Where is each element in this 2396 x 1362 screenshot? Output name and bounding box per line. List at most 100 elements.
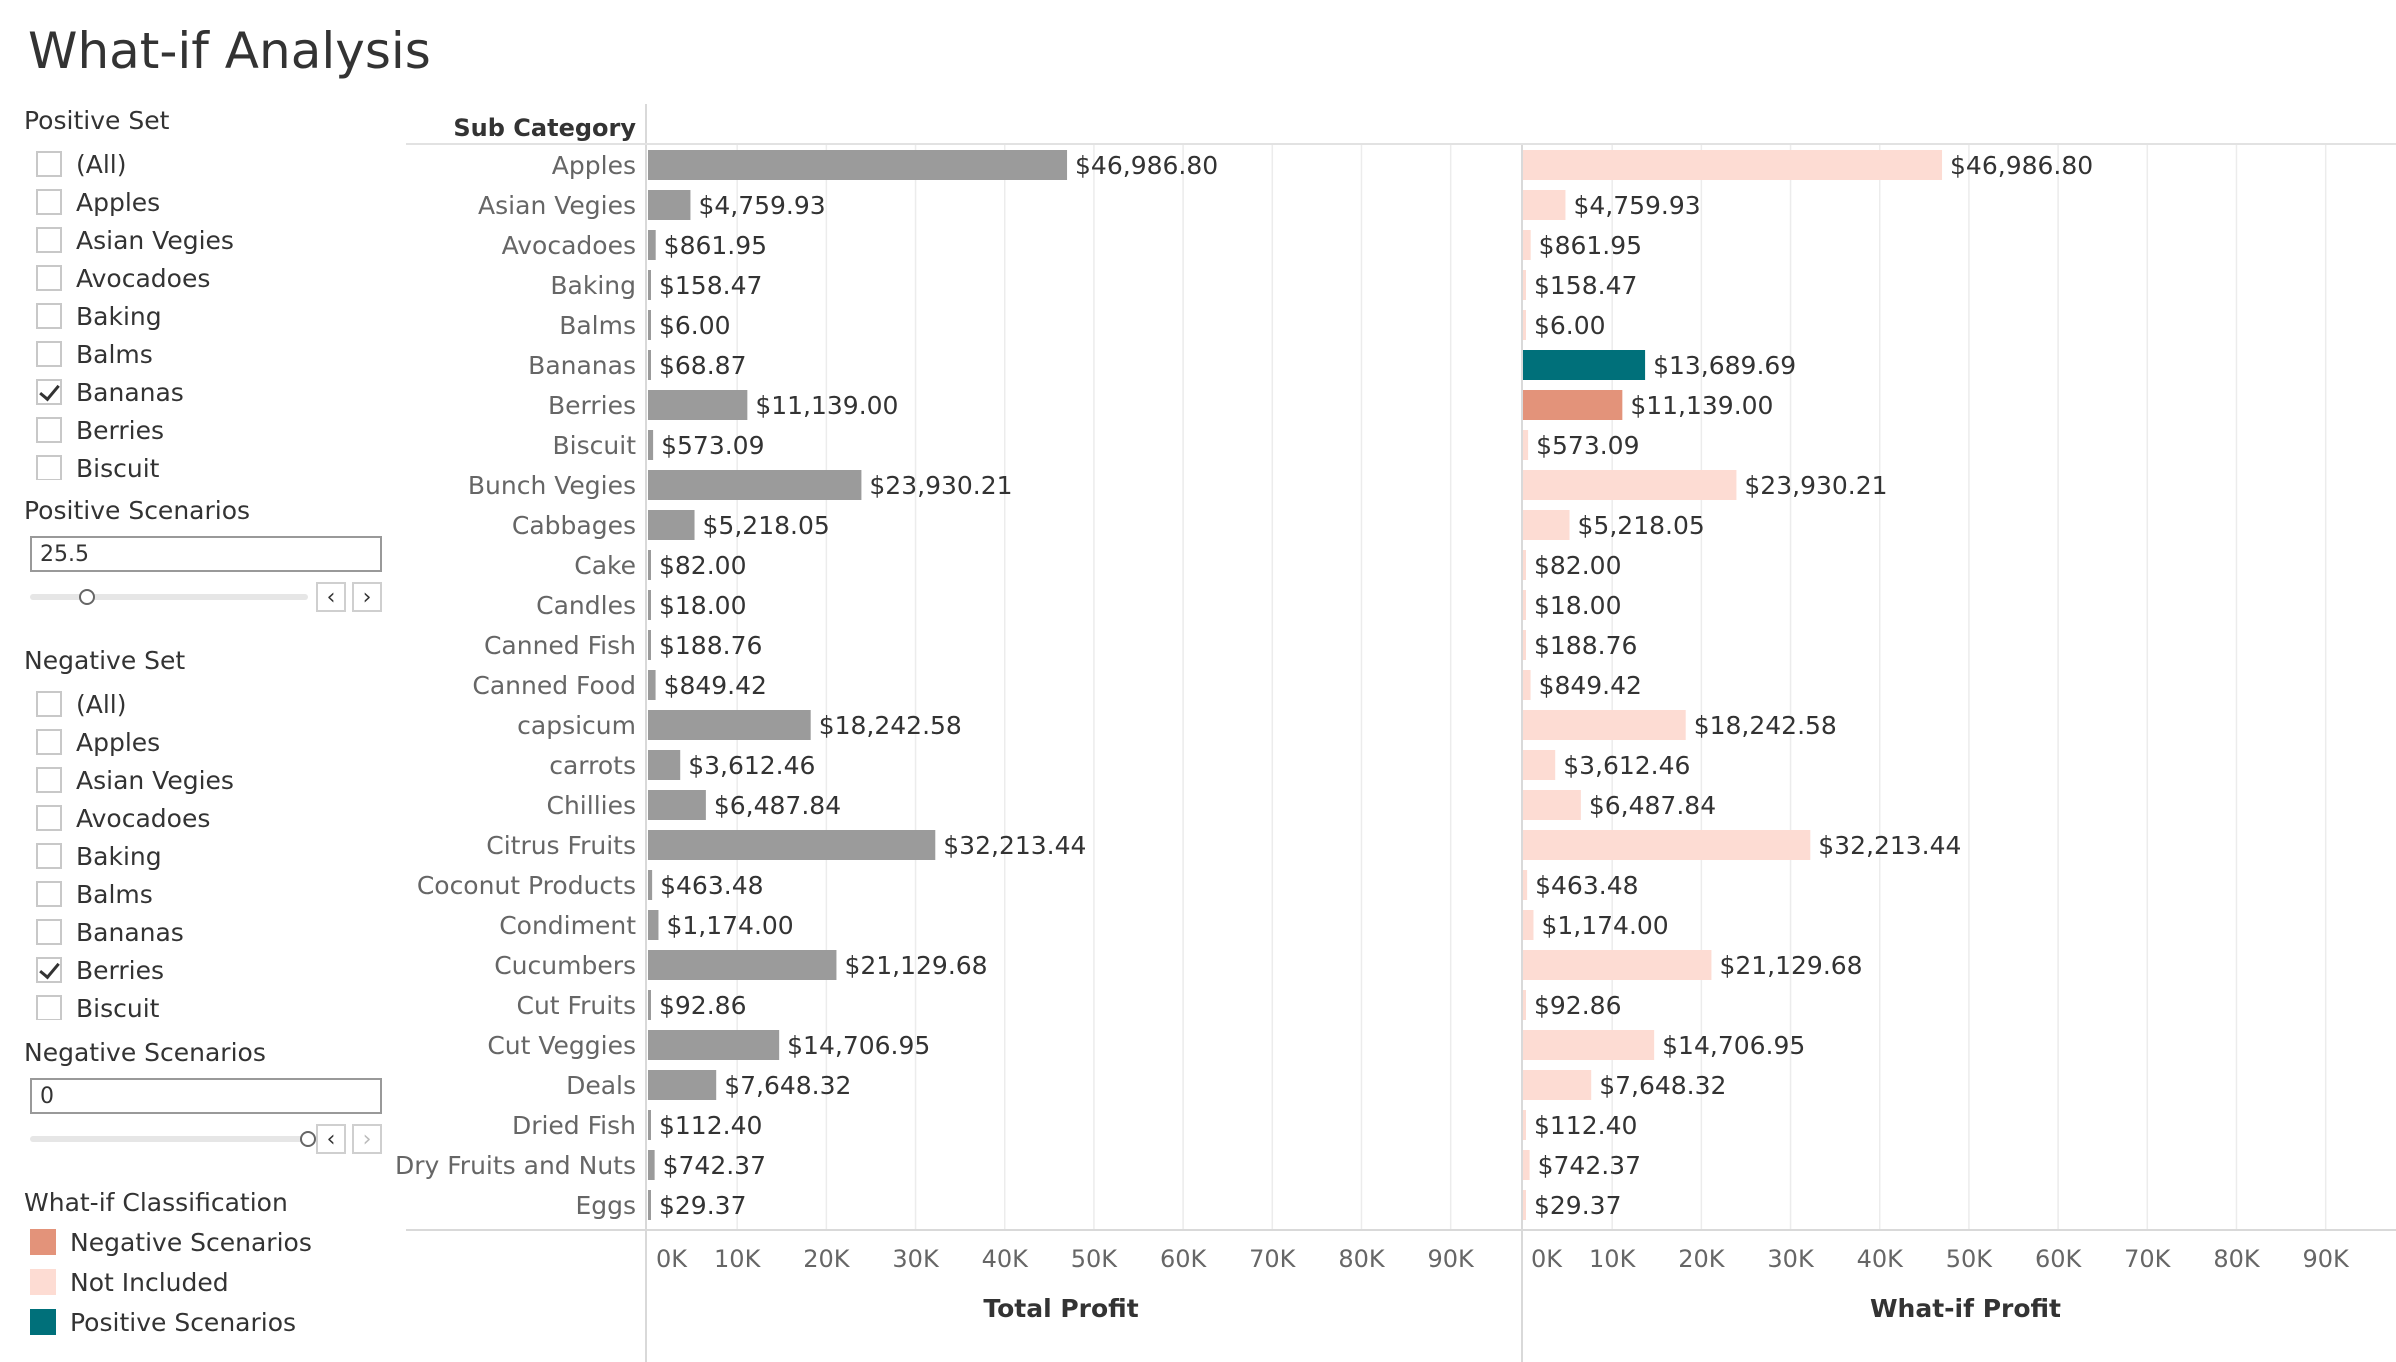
positive-scenarios-input[interactable]: 25.5 bbox=[30, 536, 382, 572]
what-if-profit-value-label: $92.86 bbox=[1534, 991, 1621, 1020]
legend-item-not-included[interactable]: Not Included bbox=[30, 1267, 229, 1297]
total-profit-value-label: $4,759.93 bbox=[698, 191, 825, 220]
what-if-profit-bar bbox=[1523, 390, 1623, 420]
checkbox[interactable] bbox=[36, 805, 62, 831]
checkbox[interactable] bbox=[36, 341, 62, 367]
checkbox[interactable] bbox=[36, 227, 62, 253]
what-if-profit-bar bbox=[1523, 1190, 1526, 1220]
positive-set-item[interactable]: Bananas bbox=[36, 373, 386, 411]
total-profit-bar bbox=[648, 270, 651, 300]
checkbox[interactable] bbox=[36, 417, 62, 443]
checkbox[interactable] bbox=[36, 919, 62, 945]
negative-set-item[interactable]: (All) bbox=[36, 685, 386, 723]
what-if-profit-bar bbox=[1523, 990, 1526, 1020]
positive-set-item[interactable]: Apples bbox=[36, 183, 386, 221]
total-profit-bar bbox=[648, 710, 811, 740]
checkbox-label: Biscuit bbox=[76, 993, 160, 1021]
positive-set-item[interactable]: Asian Vegies bbox=[36, 221, 386, 259]
total-profit-bar bbox=[648, 590, 651, 620]
positive-scenarios-slider[interactable] bbox=[30, 594, 308, 600]
positive-set-item[interactable]: Baking bbox=[36, 297, 386, 335]
total-profit-value-label: $849.42 bbox=[664, 671, 767, 700]
total-profit-bar bbox=[648, 670, 656, 700]
positive-set-item[interactable]: Biscuit bbox=[36, 449, 386, 480]
category-label: Canned Food bbox=[472, 671, 636, 700]
category-label: Cut Veggies bbox=[487, 1031, 636, 1060]
what-if-profit-value-label: $742.37 bbox=[1538, 1151, 1641, 1180]
negative-scenarios-decrement-button[interactable]: ‹ bbox=[316, 1124, 346, 1154]
negative-set-list[interactable]: (All) Apples Asian Vegies Avocadoes Baking Ba… bbox=[36, 685, 386, 1020]
negative-set-item[interactable]: Avocadoes bbox=[36, 799, 386, 837]
legend-title: What-if Classification bbox=[24, 1188, 288, 1217]
category-label: Bunch Vegies bbox=[468, 471, 636, 500]
negative-set-item[interactable]: Asian Vegies bbox=[36, 761, 386, 799]
positive-set-item[interactable]: Berries bbox=[36, 411, 386, 449]
checkbox[interactable] bbox=[36, 455, 62, 480]
category-label: Cabbages bbox=[512, 511, 636, 540]
what-if-profit-value-label: $18.00 bbox=[1534, 591, 1621, 620]
checkbox-label: Biscuit bbox=[76, 453, 160, 481]
legend-item-positive[interactable]: Positive Scenarios bbox=[30, 1307, 296, 1337]
checkbox-label: Bananas bbox=[76, 377, 184, 407]
legend-item-negative[interactable]: Negative Scenarios bbox=[30, 1227, 312, 1257]
x-tick-label: 50K bbox=[1071, 1245, 1119, 1273]
negative-set-item[interactable]: Balms bbox=[36, 875, 386, 913]
legend-swatch bbox=[30, 1269, 56, 1295]
total-profit-value-label: $82.00 bbox=[659, 551, 746, 580]
negative-scenarios-slider[interactable] bbox=[30, 1136, 308, 1142]
checkbox[interactable] bbox=[36, 767, 62, 793]
what-if-profit-value-label: $14,706.95 bbox=[1662, 1031, 1805, 1060]
what-if-profit-value-label: $4,759.93 bbox=[1573, 191, 1700, 220]
negative-scenarios-input[interactable]: 0 bbox=[30, 1078, 382, 1114]
negative-set-item[interactable]: Apples bbox=[36, 723, 386, 761]
x-tick-label: 10K bbox=[1589, 1245, 1637, 1273]
what-if-profit-bar bbox=[1523, 430, 1529, 460]
checkbox-label: Balms bbox=[76, 339, 153, 369]
x-tick-label: 40K bbox=[982, 1245, 1030, 1273]
negative-set-item[interactable]: Biscuit bbox=[36, 989, 386, 1020]
checkbox[interactable] bbox=[36, 151, 62, 177]
checkbox[interactable] bbox=[36, 303, 62, 329]
checkbox[interactable] bbox=[36, 995, 62, 1020]
x-tick-label: 30K bbox=[892, 1245, 940, 1273]
checkbox[interactable] bbox=[36, 691, 62, 717]
positive-scenarios-decrement-button[interactable]: ‹ bbox=[316, 582, 346, 612]
category-label: Cake bbox=[574, 551, 636, 580]
checkbox-label: (All) bbox=[76, 689, 127, 719]
checkbox[interactable] bbox=[36, 189, 62, 215]
positive-set-list[interactable]: (All) Apples Asian Vegies Avocadoes Baking Ba… bbox=[36, 145, 386, 480]
positive-set-item[interactable]: (All) bbox=[36, 145, 386, 183]
total-profit-value-label: $742.37 bbox=[663, 1151, 766, 1180]
total-profit-bar bbox=[648, 950, 837, 980]
total-profit-value-label: $18.00 bbox=[659, 591, 746, 620]
category-label: capsicum bbox=[517, 711, 636, 740]
negative-set-item[interactable]: Berries bbox=[36, 951, 386, 989]
total-profit-value-label: $112.40 bbox=[659, 1111, 762, 1140]
chevron-left-icon: ‹ bbox=[326, 1126, 336, 1152]
checkbox[interactable] bbox=[36, 265, 62, 291]
what-if-profit-bar bbox=[1523, 510, 1570, 540]
checkbox[interactable] bbox=[36, 729, 62, 755]
negative-scenarios-slider-thumb[interactable] bbox=[300, 1131, 316, 1147]
positive-set-item[interactable]: Balms bbox=[36, 335, 386, 373]
negative-scenarios-increment-button[interactable]: › bbox=[352, 1124, 382, 1154]
total-profit-bar bbox=[648, 790, 706, 820]
total-profit-bar bbox=[648, 350, 651, 380]
checkbox[interactable] bbox=[36, 843, 62, 869]
checkbox[interactable] bbox=[36, 881, 62, 907]
positive-set-item[interactable]: Avocadoes bbox=[36, 259, 386, 297]
category-label: Cut Fruits bbox=[516, 991, 636, 1020]
total-profit-bar bbox=[648, 1150, 655, 1180]
positive-scenarios-slider-thumb[interactable] bbox=[78, 589, 95, 605]
checkbox[interactable] bbox=[36, 379, 62, 405]
what-if-profit-bar bbox=[1523, 710, 1686, 740]
total-profit-value-label: $5,218.05 bbox=[703, 511, 830, 540]
what-if-profit-value-label: $32,213.44 bbox=[1818, 831, 1961, 860]
checkbox[interactable] bbox=[36, 957, 62, 983]
negative-set-item[interactable]: Bananas bbox=[36, 913, 386, 951]
total-profit-value-label: $573.09 bbox=[661, 431, 764, 460]
x-tick-label: 40K bbox=[1857, 1245, 1905, 1273]
negative-set-item[interactable]: Baking bbox=[36, 837, 386, 875]
positive-scenarios-increment-button[interactable]: › bbox=[352, 582, 382, 612]
